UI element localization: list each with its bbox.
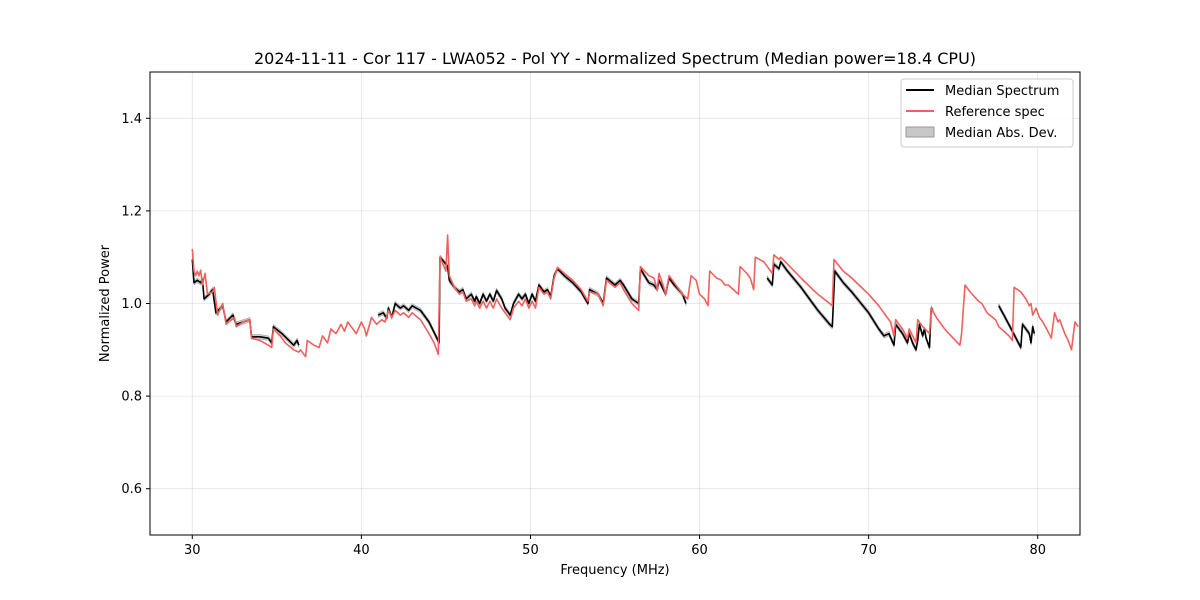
median-spectrum-line [766, 260, 934, 351]
series-layer [191, 234, 1079, 358]
legend-box [900, 78, 1074, 148]
legend-mad-label: Median Abs. Dev. [945, 126, 1057, 141]
x-tick-label: 50 [522, 543, 539, 558]
reference-spec-line [191, 234, 1079, 358]
x-axis-label: Frequency (MHz) [560, 563, 669, 578]
y-tick-label: 1.0 [121, 297, 142, 312]
legend-median-label: Median Spectrum [945, 84, 1059, 99]
legend-reference-label: Reference spec [945, 105, 1045, 120]
x-tick-label: 70 [860, 543, 877, 558]
y-axis-label: Normalized Power [98, 244, 113, 362]
y-tick-label: 0.6 [121, 482, 142, 497]
x-tick-label: 30 [184, 543, 201, 558]
median-spectrum-line [377, 256, 687, 344]
x-tick-label: 80 [1029, 543, 1046, 558]
median-spectrum-line [998, 305, 1036, 349]
ticks: 30 40 50 60 70 80 0.6 0.8 1.0 1.2 1.4 [121, 112, 1046, 558]
y-tick-label: 1.2 [121, 204, 142, 219]
x-tick-label: 60 [691, 543, 708, 558]
y-tick-label: 1.4 [121, 112, 142, 127]
y-tick-label: 0.8 [121, 390, 142, 405]
mad-band [378, 254, 687, 346]
x-tick-label: 40 [353, 543, 370, 558]
legend-mad-swatch [905, 126, 935, 138]
chart-title: 2024-11-11 - Cor 117 - LWA052 - Pol YY -… [254, 49, 976, 68]
legend: Median Spectrum Reference spec Median Ab… [900, 78, 1074, 148]
